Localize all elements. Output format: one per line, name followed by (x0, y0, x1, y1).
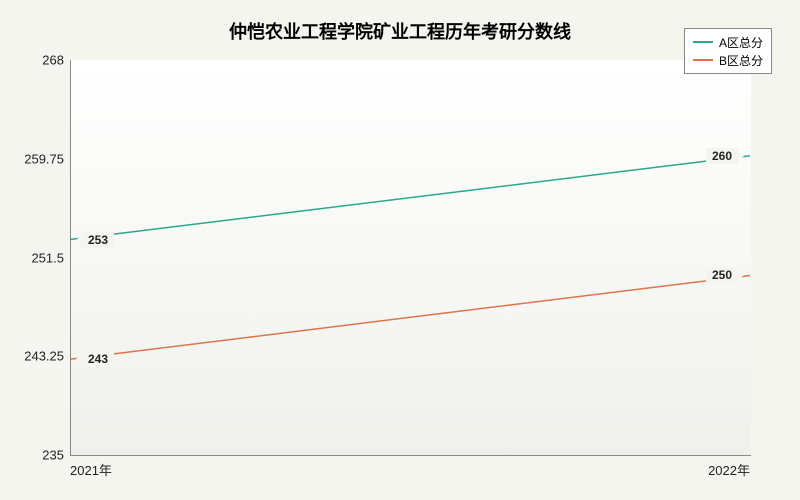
data-label: 243 (82, 351, 114, 367)
data-label: 253 (82, 232, 114, 248)
series-line-0 (70, 156, 750, 240)
chart-title: 仲恺农业工程学院矿业工程历年考研分数线 (0, 18, 800, 44)
y-tick-label: 259.75 (4, 151, 64, 166)
y-tick-label: 243.25 (4, 349, 64, 364)
x-tick-label: 2022年 (708, 460, 750, 479)
data-label: 260 (706, 148, 738, 164)
chart-container: 仲恺农业工程学院矿业工程历年考研分数线 A区总分 B区总分 235 243.25 2… (0, 0, 800, 500)
legend-item-a: A区总分 (693, 33, 763, 51)
y-tick-label: 251.5 (4, 250, 64, 265)
series-line-1 (70, 275, 750, 359)
data-label: 250 (706, 267, 738, 283)
x-tick-label: 2021年 (70, 460, 112, 479)
legend-item-b: B区总分 (693, 51, 763, 69)
legend: A区总分 B区总分 (684, 28, 772, 74)
legend-swatch-a (693, 41, 713, 43)
legend-label-a: A区总分 (719, 34, 763, 51)
legend-swatch-b (693, 59, 713, 61)
y-tick-label: 235 (4, 448, 64, 463)
y-tick-label: 268 (4, 53, 64, 68)
chart-lines (70, 60, 750, 455)
legend-label-b: B区总分 (719, 52, 763, 69)
